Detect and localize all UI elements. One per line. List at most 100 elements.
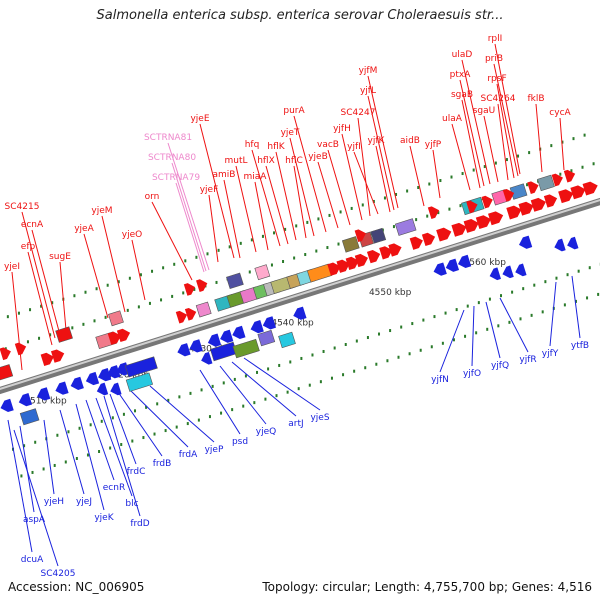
gene-arrow-forward: [366, 250, 381, 264]
gene-label: SC4247: [341, 108, 376, 118]
gene-arrow-forward: [570, 185, 586, 200]
gene-arrow-forward: [345, 256, 359, 271]
gene-arrow-forward: [409, 236, 423, 250]
scale-tick: [441, 341, 444, 345]
leader-line: [254, 181, 269, 251]
gene-arrow-forward: [436, 227, 452, 242]
leader-line: [95, 397, 133, 497]
gene-arrow-reverse: [262, 316, 277, 330]
leader-line: [199, 369, 241, 435]
scale-tick: [428, 182, 431, 186]
scale-tick: [544, 280, 547, 284]
gene-label: yjeQ: [256, 427, 276, 437]
scale-tick: [563, 303, 566, 307]
gene-arrow-reverse: [201, 351, 213, 365]
leader-line: [327, 149, 351, 226]
gene-label: yjeK: [94, 513, 114, 523]
gene-leader-lines: [7, 43, 581, 567]
scale-tick: [122, 412, 125, 416]
scale-tick: [437, 211, 440, 215]
gene-label: aidB: [400, 136, 420, 146]
map-title: Salmonella enterica subsp. enterica sero…: [96, 8, 504, 23]
gene-arrow-reverse: [220, 329, 234, 343]
gene-label: yjeA: [74, 224, 94, 234]
scale-tick: [111, 416, 114, 420]
gene-label: artJ: [288, 419, 303, 429]
gene-label: yjeP: [205, 445, 224, 455]
scale-tick: [570, 169, 573, 173]
scale-tick: [417, 186, 420, 190]
scale-tick: [156, 402, 159, 406]
leader-line: [485, 301, 501, 359]
scale-tick: [248, 270, 251, 274]
leader-line: [43, 419, 55, 495]
scale-tick: [93, 319, 96, 323]
gene-arrow-reverse: [518, 235, 533, 249]
gene-box-forward: [394, 218, 417, 236]
scale-tick: [270, 263, 273, 267]
scale-tick: [389, 329, 392, 333]
scale-tick: [264, 397, 267, 401]
scale-tick: [215, 280, 218, 284]
gene-arrow-forward: [427, 206, 440, 219]
scale-tick: [477, 301, 480, 305]
scale-tick: [145, 405, 148, 409]
gene-arrow-forward: [50, 349, 65, 363]
gene-box-forward: [370, 227, 387, 244]
scale-tick: [483, 165, 486, 169]
gene-arrow-forward: [379, 246, 393, 260]
scale-tick: [89, 423, 92, 427]
gene-arrow-forward: [0, 347, 11, 361]
gene-label: yjfY: [542, 349, 559, 359]
scale-tick: [128, 276, 131, 280]
gene-arrow-forward: [582, 181, 598, 196]
scale-tick: [386, 359, 389, 363]
gene-label: frdB: [153, 459, 172, 469]
scale-tick: [328, 213, 331, 217]
scale-tick: [256, 370, 259, 374]
scale-tick: [455, 308, 458, 312]
scale-tick: [353, 369, 356, 373]
leader-line: [59, 261, 67, 331]
scale-tick: [131, 439, 134, 443]
scale-tick: [153, 432, 156, 436]
scale-tick: [408, 352, 411, 356]
gene-arrow-forward: [551, 173, 563, 187]
scale-tick: [84, 290, 87, 294]
scale-tick: [378, 332, 381, 336]
scale-tick: [450, 175, 453, 179]
gene-label: rpsF: [487, 74, 506, 84]
scale-tick: [228, 245, 231, 249]
gene-box-reverse: [125, 372, 154, 392]
scale-tick: [572, 137, 575, 141]
scale-tick: [519, 317, 522, 321]
gene-arrow-forward: [563, 169, 576, 183]
gene-arrow-forward: [502, 189, 515, 202]
gene-box-reverse: [232, 338, 260, 359]
gene-arrow-reverse: [207, 333, 222, 347]
gene-label: frdC: [127, 467, 146, 477]
gene-box-reverse: [19, 408, 40, 426]
gene-label: ulaD: [452, 50, 473, 60]
gene-arrow-reverse: [502, 265, 514, 279]
gene-label: yjfN: [431, 375, 449, 385]
gene-arrow-reverse: [177, 343, 191, 357]
gene-label: yjfO: [463, 369, 481, 379]
gene-label: frdD: [130, 519, 149, 529]
backbone-highlight: [0, 199, 600, 390]
gene-arrow-reverse: [18, 393, 33, 407]
scale-tick: [171, 294, 174, 298]
leader-line: [149, 385, 215, 443]
gene-label: SC4215: [5, 202, 40, 212]
gene-label: yjeB: [308, 152, 328, 162]
gene-arrow-reverse: [189, 339, 203, 353]
gene-label: yjeM: [91, 206, 112, 216]
scale-tick: [372, 199, 375, 203]
gene-label: efp: [21, 242, 36, 252]
scale-tick: [559, 172, 562, 176]
leader-line: [461, 59, 491, 185]
scale-tick: [206, 252, 209, 256]
leader-line: [83, 233, 109, 319]
leader-line: [171, 162, 207, 272]
